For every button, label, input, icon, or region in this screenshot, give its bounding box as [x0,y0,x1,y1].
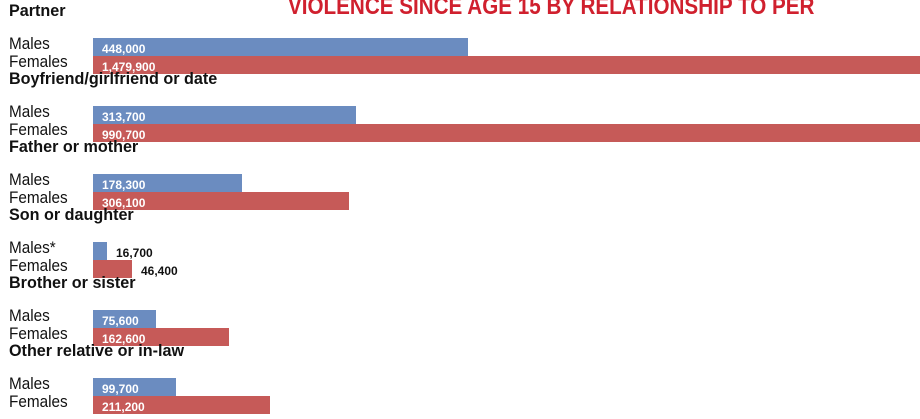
bar-females [93,192,349,210]
data-label: 990,700 [102,128,146,142]
data-label: 99,700 [102,382,139,396]
data-label: 211,200 [102,400,145,414]
series-row-label: Males [9,170,50,189]
data-label: 46,400 [141,264,178,278]
data-label: 178,300 [102,178,146,192]
category-label: Brother or sister [9,273,136,292]
bar-males [93,378,176,396]
category-label: Partner [9,1,66,20]
category-label: Boyfriend/girlfriend or date [9,69,218,88]
series-row-label: Females [9,52,68,71]
series-row-label: Females [9,120,68,139]
series-row-label: Females [9,256,68,275]
data-label: 448,000 [102,42,146,56]
bar-females [93,328,229,346]
series-row-label: Females [9,324,68,343]
data-label: 162,600 [102,332,146,346]
bar-females [93,56,920,74]
bar-females [93,396,270,414]
bar-females [93,124,920,142]
data-label: 16,700 [116,246,153,260]
bar-males [93,38,468,56]
series-row-label: Males [9,306,50,325]
series-row-label: Females [9,188,68,207]
data-label: 1,479,900 [102,60,156,74]
series-row-label: Males [9,102,50,121]
category-label: Other relative or in-law [9,341,185,360]
category-label: Son or daughter [9,205,134,224]
series-row-label: Males* [9,238,56,257]
data-label: 306,100 [102,196,146,210]
bar-females [93,260,132,278]
category-label: Father or mother [9,137,139,156]
series-row-label: Males [9,374,50,393]
data-label: 75,600 [102,314,139,328]
series-row-label: Females [9,392,68,411]
bar-males [93,174,242,192]
series-row-label: Males [9,34,50,53]
bar-males [93,242,107,260]
chart-title: VIOLENCE SINCE AGE 15 BY RELATIONSHIP TO… [288,0,815,20]
bar-males [93,310,156,328]
data-label: 313,700 [102,110,146,124]
bar-males [93,106,356,124]
